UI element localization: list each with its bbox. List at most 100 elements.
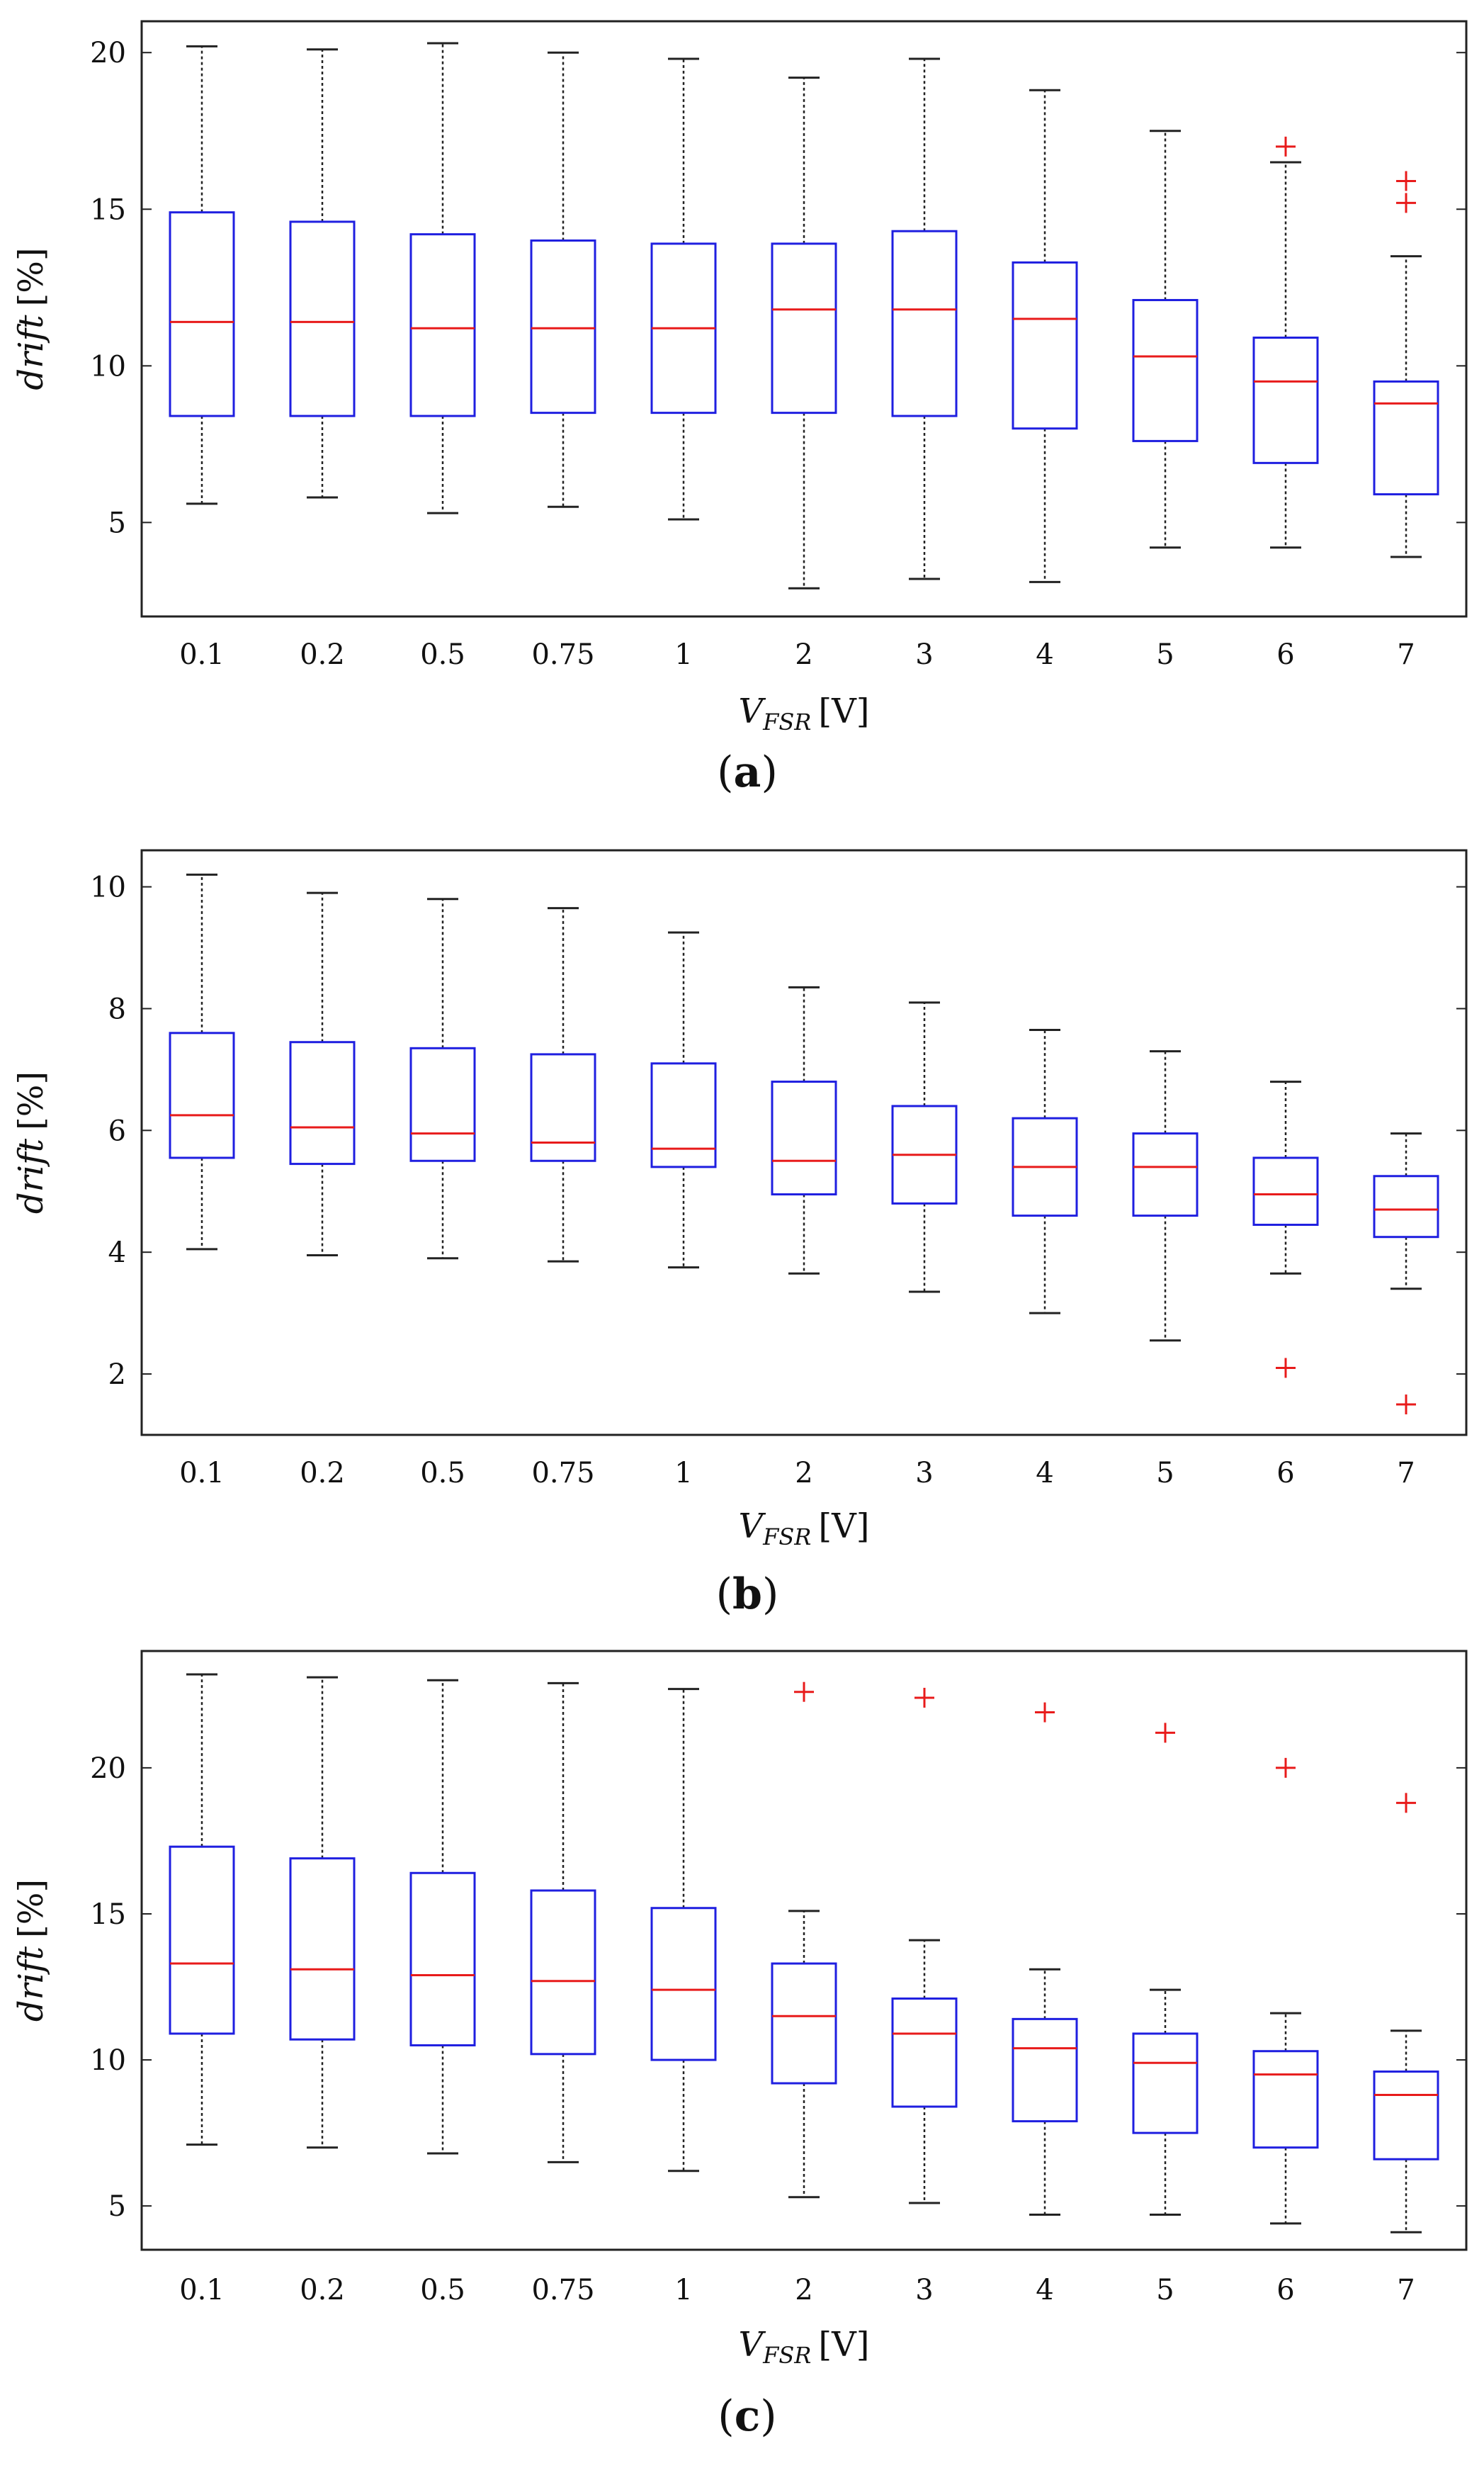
y-tick-label: 15 [90,193,126,226]
x-tick-label: 5 [1156,2274,1174,2306]
box-2 [771,986,837,1275]
box-2 [771,1681,837,2199]
y-label-text: drift [11,1946,51,2022]
box-2 [771,77,837,590]
chart-panel-c: 5 10 15 20 0.1 0.2 0.5 0.75 1 2 3 4 5 6 7 VFSR [V] drift [… [11,1650,1468,2441]
x-tick-label: 0.2 [300,1457,345,1489]
x-tick-label: 0.75 [531,1457,594,1489]
iqr-box [169,211,235,417]
iqr-box [1252,337,1319,464]
iqr-box [409,1871,476,2046]
iqr-box [1373,2070,1439,2160]
x-tick-label: 6 [1276,2274,1294,2306]
plot-frame [140,849,1468,1436]
box-7 [1373,1132,1439,1415]
x-label-subscript: FSR [762,2342,811,2369]
x-tick-label: 1 [674,1457,692,1489]
box-6 [1252,1757,1319,2225]
y-tick-label: 8 [108,993,126,1025]
x-label-symbol: V [738,692,766,731]
box-0.75 [530,907,596,1263]
caption-letter: a [734,748,761,797]
outlier-marker [1276,1358,1296,1378]
y-tick-label: 10 [90,2044,126,2077]
iqr-box [891,1997,958,2108]
x-label-subscript: FSR [762,1523,811,1550]
plot-frame [140,1650,1468,2251]
plot-frame [140,20,1468,618]
caption-open: ( [717,748,733,797]
y-axis-label: drift [%] [11,1879,51,2022]
box-5 [1132,1050,1199,1342]
y-label-text: drift [11,315,51,390]
x-tick-label: 6 [1276,1457,1294,1489]
x-tick-label: 0.1 [179,1457,225,1489]
box-6 [1252,136,1319,549]
x-tick-label: 5 [1156,638,1174,671]
y-tick-label: 10 [90,872,126,904]
box-5 [1132,1723,1199,2216]
iqr-box [771,242,837,415]
x-tick-label: 0.1 [179,638,225,671]
iqr-box [1012,261,1078,430]
panel-caption: (b) [716,1570,779,1619]
box-0.1 [169,873,235,1251]
y-tick-label: 15 [90,1898,126,1931]
x-tick-label: 0.5 [420,1457,465,1489]
x-tick-label: 4 [1036,2274,1053,2306]
iqr-box [1252,1156,1319,1227]
box-4 [1012,89,1078,583]
caption-open: ( [716,1570,732,1619]
y-tick-label: 4 [108,1236,126,1269]
y-label-unit: [%] [11,1071,51,1130]
outlier-marker [1396,171,1416,191]
x-tick-label: 0.5 [420,2274,465,2306]
y-tick-label: 5 [108,507,126,539]
iqr-box [891,230,958,417]
caption-close: ) [761,748,777,797]
y-axis-label: drift [%] [11,1071,51,1214]
x-tick-label: 0.2 [300,2274,345,2306]
outlier-marker [1396,1394,1416,1415]
iqr-box [771,1962,837,2085]
iqr-box [650,1907,717,2061]
iqr-box [530,239,596,415]
x-label-unit: [V] [818,1506,869,1546]
outlier-marker [1396,1793,1416,1813]
iqr-box [1373,380,1439,496]
x-tick-label: 0.75 [531,2274,594,2306]
caption-letter: c [735,2391,761,2441]
iqr-box [1132,298,1199,442]
box-0.2 [289,891,356,1256]
box-0.5 [409,1679,476,2155]
chart-panel-b: 2 4 6 8 10 0.1 0.2 0.5 0.75 1 2 3 4 5 6 7 VFSR [V] drift [%… [11,849,1468,1619]
chart-panel-a: 5 10 15 20 0.1 0.2 0.5 0.75 1 2 3 4 5 6 7 VFSR [V] drift [… [11,20,1468,797]
x-tick-label: 2 [795,1457,812,1489]
box-0.2 [289,1676,356,2149]
box-0.75 [530,51,596,508]
x-tick-label: 0.75 [531,638,594,671]
x-label-symbol: V [738,1506,766,1546]
x-axis-label: VFSR [V] [738,2325,869,2369]
x-tick-label: 7 [1397,2274,1415,2306]
outlier-marker [1396,193,1416,213]
outlier-marker [914,1687,934,1708]
x-tick-label: 0.2 [300,638,345,671]
box-1 [650,931,717,1269]
box-4 [1012,1702,1078,2216]
x-tick-label: 1 [674,638,692,671]
iqr-box [169,1032,235,1159]
y-label-unit: [%] [11,247,51,306]
outlier-marker [1276,1757,1296,1778]
x-axis-label: VFSR [V] [738,692,869,736]
outlier-marker [1035,1702,1055,1723]
x-tick-label: 0.5 [420,638,465,671]
box-1 [650,57,717,521]
box-0.1 [169,45,235,505]
box-7 [1373,171,1439,558]
x-axis-label: VFSR [V] [738,1506,869,1550]
x-tick-label: 7 [1397,1457,1415,1489]
x-tick-label: 7 [1397,638,1415,671]
box-3 [891,1001,958,1293]
